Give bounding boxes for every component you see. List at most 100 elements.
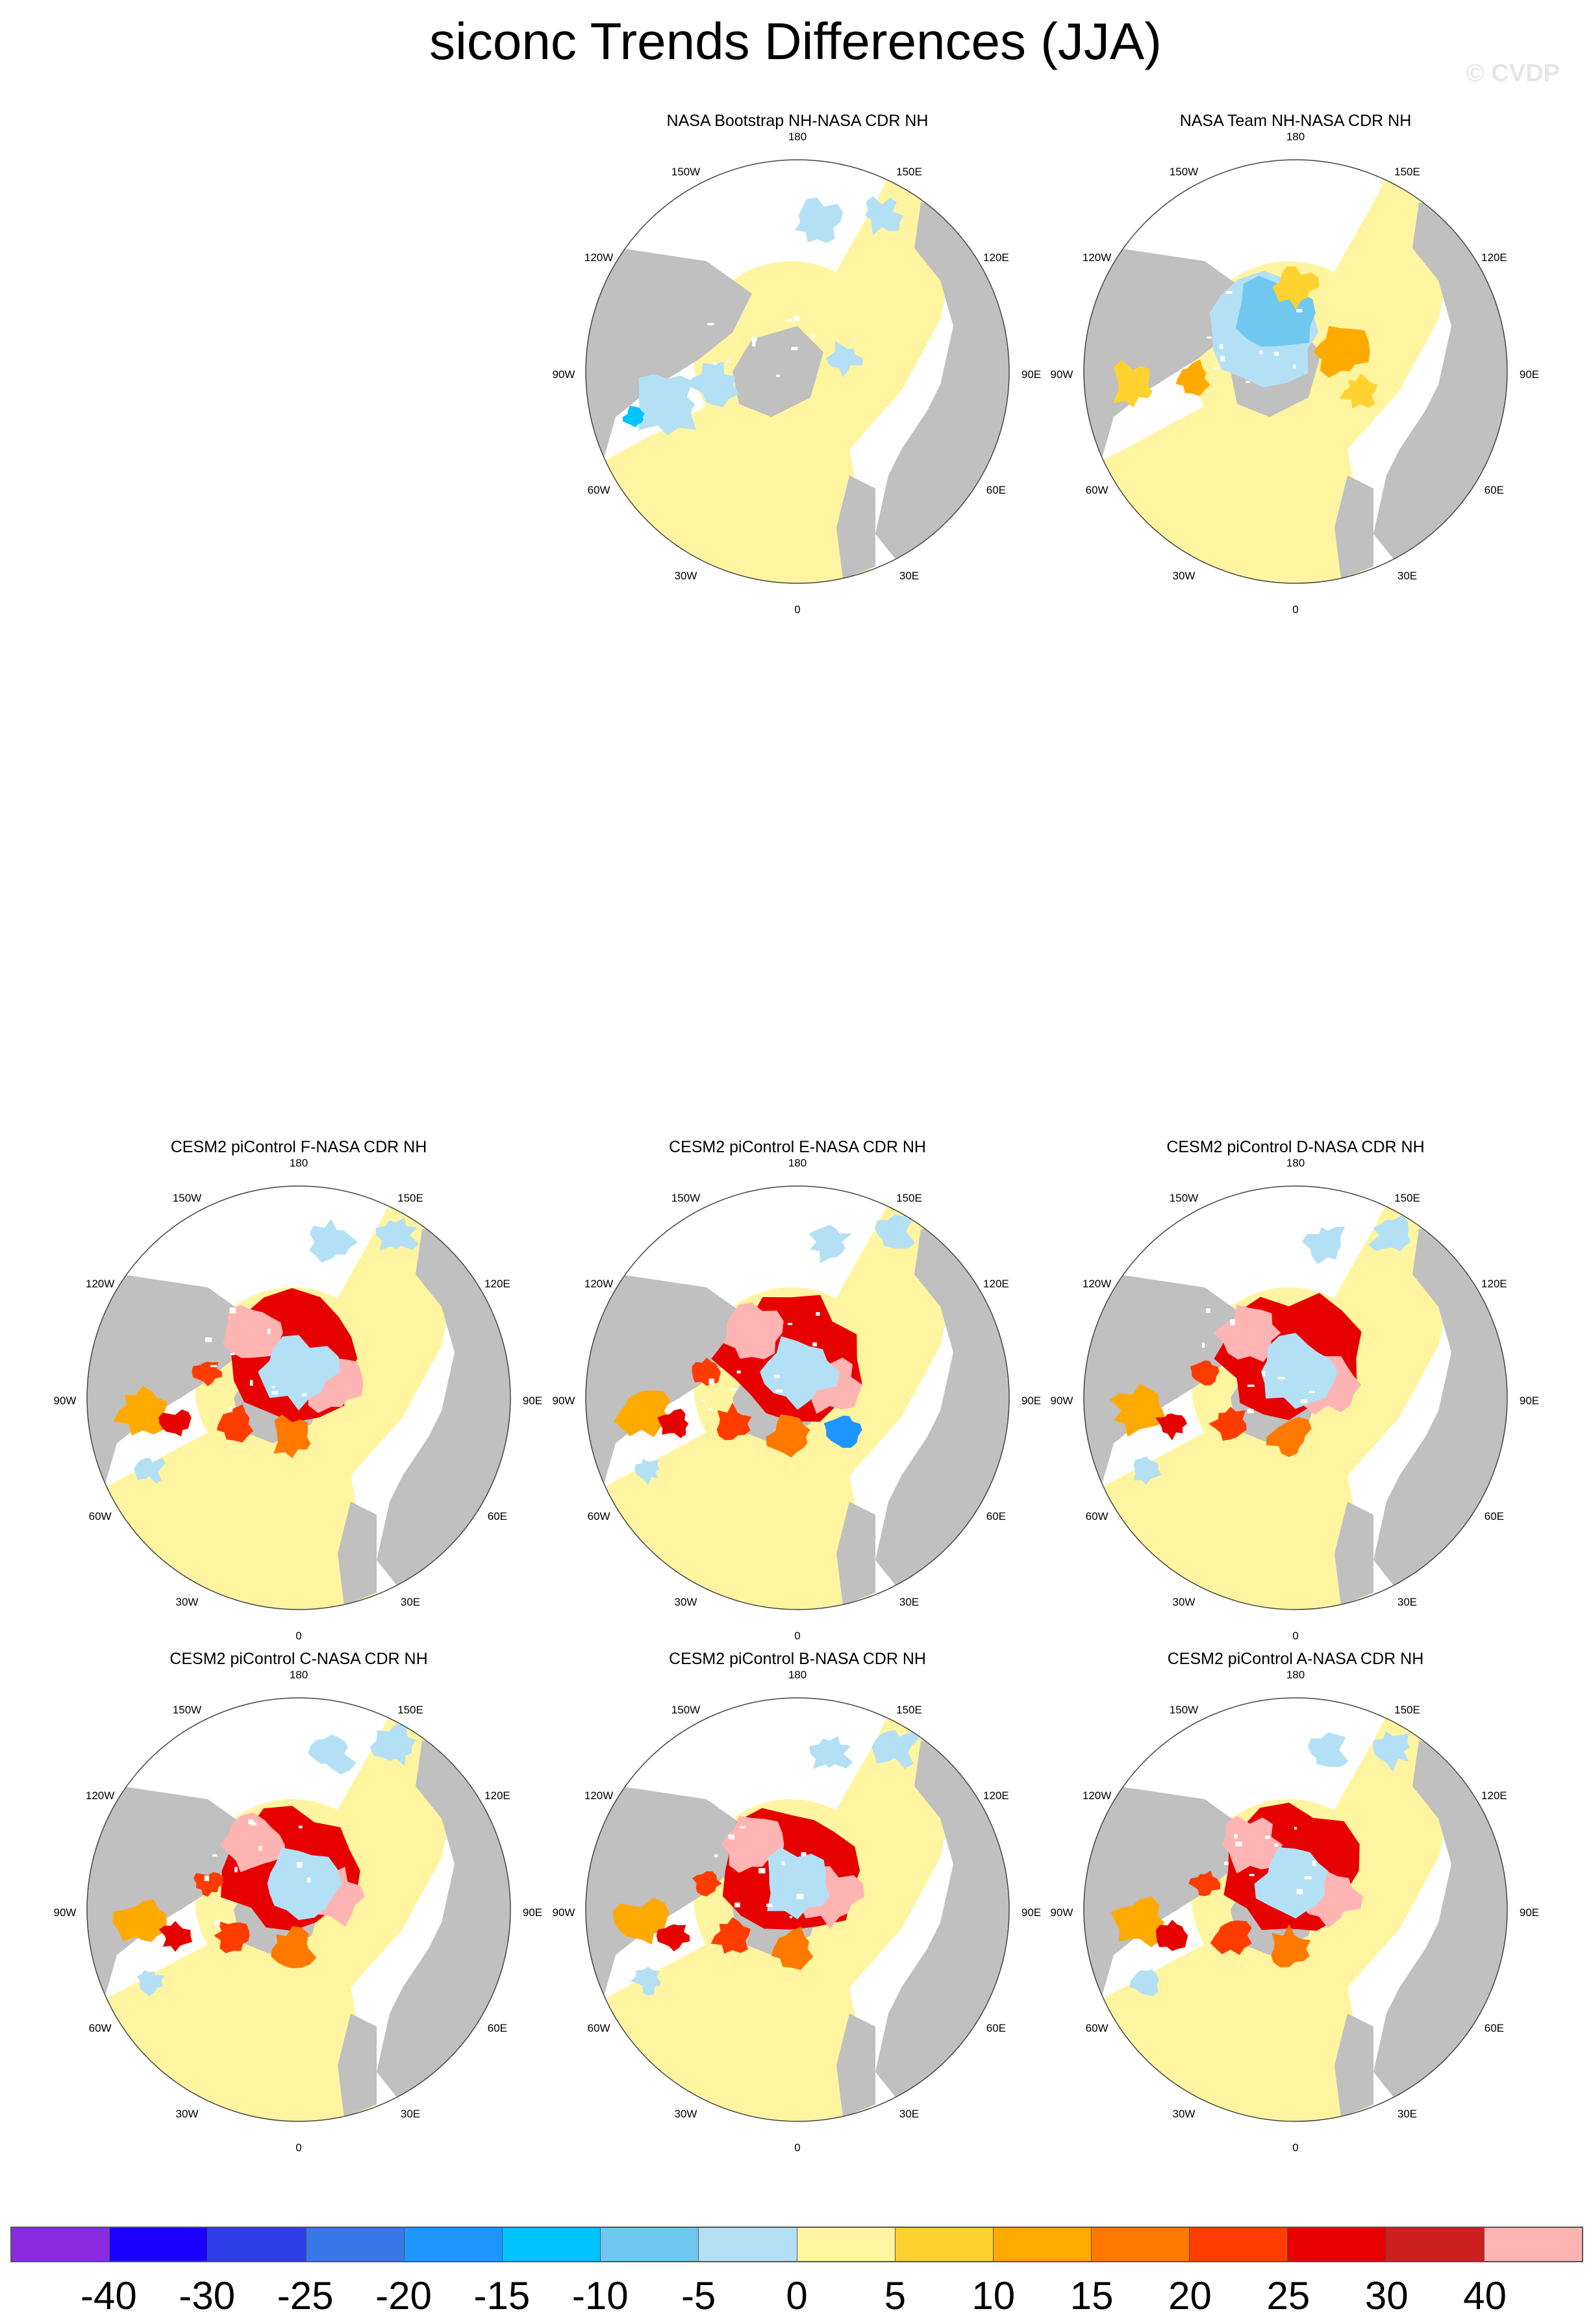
longitude-label: 30E [1397, 570, 1417, 582]
map-panel-cesm-c: CESM2 piControl C-NASA CDR NH 180 150E 120E… [39, 1650, 558, 2154]
longitude-label: 90E [1021, 1906, 1041, 1919]
panel-title: CESM2 piControl D-NASA CDR NH [1166, 1138, 1425, 1156]
colorbar-label: -15 [473, 2274, 531, 2318]
longitude-label: 150E [896, 1704, 922, 1716]
figure-title: siconc Trends Differences (JJA) [429, 12, 1162, 70]
cvdp-watermark: © CVDP [1466, 60, 1560, 87]
longitude-label: 150E [1394, 166, 1420, 178]
polar-map: 180 150E 120E 90E 60E 30E 0 30W 60W 90W 120W 150W [1051, 1157, 1540, 1642]
longitude-label: 180 [290, 1669, 308, 1681]
colorbar-label: -10 [571, 2274, 629, 2318]
polar-map: 180 150E 120E 90E 60E 30E 0 30W 60W 90W 120W 150W [1051, 131, 1540, 616]
colorbar-box [895, 2228, 994, 2261]
longitude-label: 60W [588, 1510, 610, 1522]
longitude-label: 120W [1083, 1789, 1111, 1802]
colorbar-label: 10 [971, 2274, 1016, 2318]
longitude-label: 150W [1170, 1704, 1198, 1716]
panel-title: CESM2 piControl F-NASA CDR NH [170, 1138, 427, 1156]
longitude-label: 150E [1394, 1704, 1420, 1716]
colorbar-label: 40 [1463, 2274, 1507, 2318]
longitude-label: 150W [173, 1192, 201, 1204]
colorbar-label: 20 [1168, 2274, 1212, 2318]
map-panel-cesm-f: CESM2 piControl F-NASA CDR NH 180 150E 120E… [39, 1138, 558, 1642]
longitude-label: 60W [89, 2022, 112, 2034]
longitude-label: 150W [671, 1192, 700, 1204]
longitude-label: 90W [553, 1906, 575, 1919]
colorbar-label: -40 [81, 2274, 137, 2318]
longitude-label: 60E [986, 484, 1006, 496]
longitude-label: 150W [1170, 166, 1198, 178]
longitude-label: 30W [675, 2108, 697, 2120]
longitude-label: 0 [295, 1630, 301, 1642]
colorbar-label: -20 [375, 2274, 432, 2318]
longitude-label: 90W [54, 1906, 77, 1919]
panel-title: CESM2 piControl E-NASA CDR NH [669, 1138, 926, 1156]
longitude-label: 30W [1173, 570, 1196, 582]
longitude-label: 150W [671, 166, 700, 178]
longitude-label: 120E [484, 1789, 510, 1802]
colorbar-box [404, 2228, 503, 2261]
longitude-label: 180 [1286, 131, 1305, 143]
polar-map: 180 150E 120E 90E 60E 30E 0 30W 60W 90W 120W 150W [1051, 1669, 1540, 2154]
longitude-label: 60E [986, 1510, 1006, 1522]
map-panel-cesm-d: CESM2 piControl D-NASA CDR NH 180 150E 120E… [1036, 1138, 1555, 1642]
colorbar-box [208, 2228, 307, 2261]
longitude-label: 60W [1086, 484, 1109, 496]
longitude-label: 90E [1021, 368, 1041, 381]
longitude-label: 30E [899, 1596, 919, 1608]
longitude-label: 150W [671, 1704, 700, 1716]
colorbar-label: -30 [179, 2274, 236, 2318]
longitude-label: 90W [54, 1395, 77, 1407]
longitude-label: 120W [584, 251, 613, 264]
colorbar-label: -5 [681, 2274, 716, 2318]
colorbar-box [1190, 2228, 1288, 2261]
longitude-label: 90W [553, 1395, 575, 1407]
longitude-label: 60W [1086, 2022, 1109, 2034]
map-panel-bootstrap: NASA Bootstrap NH-NASA CDR NH 180 150E 120E… [538, 112, 1057, 616]
longitude-label: 30W [675, 1596, 697, 1608]
longitude-label: 180 [1286, 1669, 1305, 1681]
longitude-label: 150E [397, 1192, 423, 1204]
longitude-label: 90E [1520, 1906, 1539, 1919]
longitude-label: 90E [1520, 1395, 1539, 1407]
panel-title: NASA Bootstrap NH-NASA CDR NH [666, 112, 929, 130]
longitude-label: 120E [1481, 251, 1507, 264]
longitude-label: 30E [1397, 1596, 1417, 1608]
longitude-label: 30W [176, 2108, 199, 2120]
longitude-label: 150E [397, 1704, 423, 1716]
longitude-label: 30E [401, 2108, 420, 2120]
longitude-label: 120W [86, 1789, 114, 1802]
longitude-label: 180 [1286, 1157, 1305, 1169]
map-panel-cesm-b: CESM2 piControl B-NASA CDR NH 180 150E 120E… [538, 1650, 1057, 2154]
longitude-label: 30E [899, 570, 919, 582]
longitude-label: 150E [896, 166, 922, 178]
longitude-label: 90W [1051, 1395, 1073, 1407]
polar-map: 180 150E 120E 90E 60E 30E 0 30W 60W 90W 120W 150W [54, 1669, 543, 2154]
polar-map: 180 150E 120E 90E 60E 30E 0 30W 60W 90W 120W 150W [553, 1157, 1042, 1642]
longitude-label: 60E [1485, 2022, 1504, 2034]
longitude-label: 90E [523, 1395, 542, 1407]
colorbar-box [1288, 2228, 1386, 2261]
longitude-label: 90E [1021, 1395, 1041, 1407]
colorbar-label: 0 [786, 2274, 808, 2318]
longitude-label: 30W [1173, 2108, 1196, 2120]
colorbar-box [1386, 2228, 1485, 2261]
colorbar [10, 2227, 1583, 2262]
longitude-label: 90E [523, 1906, 542, 1919]
polar-map: 180 150E 120E 90E 60E 30E 0 30W 60W 90W 120W 150W [553, 1669, 1042, 2154]
panel-title: CESM2 piControl A-NASA CDR NH [1167, 1650, 1424, 1668]
longitude-label: 60W [588, 2022, 610, 2034]
longitude-label: 90W [1051, 1906, 1073, 1919]
longitude-label: 30E [1397, 2108, 1417, 2120]
longitude-label: 120W [584, 1278, 613, 1290]
longitude-label: 60E [1485, 1510, 1504, 1522]
longitude-label: 120E [983, 1789, 1009, 1802]
longitude-label: 180 [788, 1669, 807, 1681]
longitude-label: 30W [1173, 1596, 1196, 1608]
longitude-label: 120E [1481, 1789, 1507, 1802]
longitude-label: 180 [788, 1157, 807, 1169]
polar-map: 180 150E 120E 90E 60E 30E 0 30W 60W 90W 120W 150W [54, 1157, 543, 1642]
longitude-label: 30E [899, 2108, 919, 2120]
panel-title: CESM2 piControl B-NASA CDR NH [669, 1650, 926, 1668]
colorbar-box [797, 2228, 896, 2261]
